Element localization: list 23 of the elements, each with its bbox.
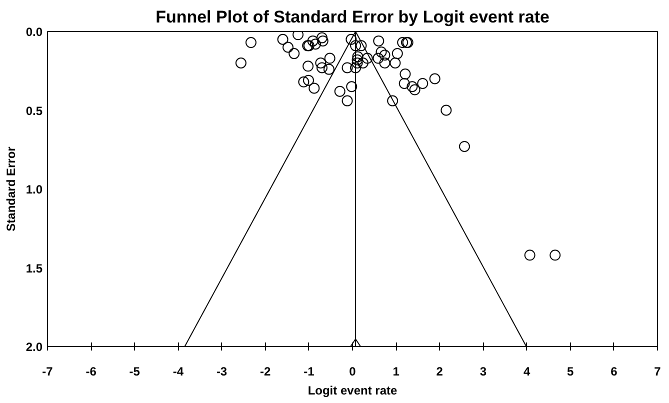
x-tick-label: -7 xyxy=(42,364,54,378)
x-tick-label: -4 xyxy=(172,364,184,378)
x-tick-label: -2 xyxy=(260,364,272,378)
x-tick-label: 3 xyxy=(480,364,487,378)
chart-title: Funnel Plot of Standard Error by Logit event rate xyxy=(156,8,550,26)
x-tick-label: 5 xyxy=(567,364,574,378)
x-tick-label: 1 xyxy=(392,364,400,378)
x-tick-label: 0 xyxy=(349,364,356,378)
y-tick-label: 2.0 xyxy=(26,340,43,354)
x-tick-label: -5 xyxy=(129,364,140,378)
x-tick-label: 4 xyxy=(523,364,530,378)
x-tick-label: 6 xyxy=(610,364,618,378)
x-tick-label: 2 xyxy=(436,364,444,378)
x-tick-label: -1 xyxy=(304,364,315,378)
y-tick-label: 0.5 xyxy=(26,104,43,118)
x-tick-label: -3 xyxy=(216,364,228,378)
y-tick-label: 0.0 xyxy=(26,25,43,39)
y-axis-title: Standard Error xyxy=(4,146,18,232)
y-tick-label: 1.5 xyxy=(26,261,43,276)
x-axis-title: Logit event rate xyxy=(308,384,398,398)
x-tick-label: 7 xyxy=(654,364,662,378)
y-tick-label: 1.0 xyxy=(26,182,43,196)
x-tick-label: -6 xyxy=(86,364,97,378)
